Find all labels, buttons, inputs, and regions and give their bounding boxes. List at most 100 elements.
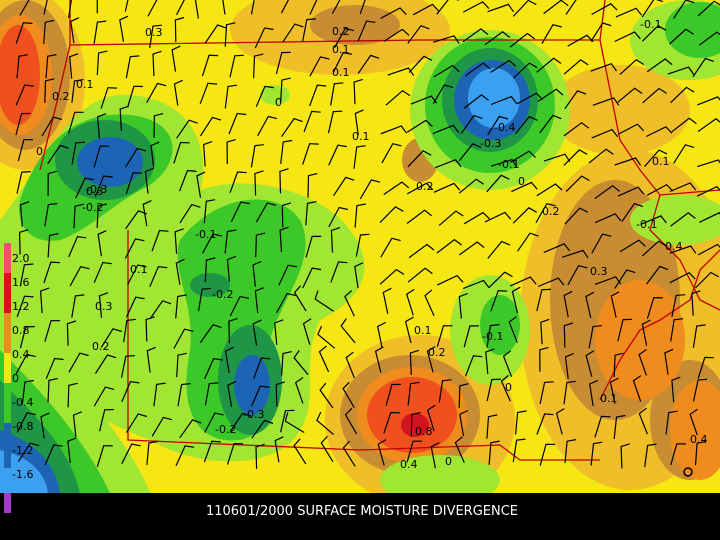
colorbar-label: -0.4 (12, 396, 33, 409)
contour-label: 0.2 (52, 90, 70, 103)
wind-barb (257, 115, 278, 137)
wind-barb (127, 85, 143, 108)
wind-barb (462, 1, 490, 13)
wind-barb (355, 233, 370, 257)
wind-barb (228, 318, 238, 344)
wind-barb (274, 319, 284, 345)
wind-barb (613, 414, 626, 439)
wind-barb (590, 22, 612, 42)
wind-barb (16, 54, 28, 79)
wind-barb (539, 381, 554, 405)
contour-label: 0.1 (352, 130, 370, 143)
wind-barb (617, 186, 645, 197)
wind-barb (563, 149, 588, 166)
contour-label: 0.3 (86, 185, 104, 198)
contour-label: 0.1 (332, 66, 350, 79)
wind-barb (585, 291, 595, 319)
wind-barb (567, 34, 594, 47)
wind-barb (433, 64, 460, 78)
wind-barb (563, 59, 589, 75)
wind-barb (229, 171, 247, 193)
wind-barb (646, 58, 673, 73)
wind-barb (194, 0, 199, 19)
wind-barb (344, 290, 355, 317)
wind-barb (458, 292, 468, 319)
wind-barb (353, 78, 363, 105)
wind-barb (514, 115, 538, 135)
wind-barb (96, 50, 108, 76)
wind-barb (463, 325, 479, 348)
wind-barb (100, 328, 122, 348)
wind-barb (536, 413, 554, 435)
colorbar-label: 1.2 (12, 300, 30, 313)
wind-barb (407, 381, 420, 406)
wind-barb (302, 267, 322, 289)
colorbar-label: 0 (12, 372, 19, 385)
wind-barb (179, 419, 202, 439)
wind-barb (15, 84, 34, 106)
wind-barb (280, 409, 295, 433)
contour-label: 0.1 (76, 78, 94, 91)
wind-barb (119, 105, 129, 132)
wind-barb (673, 144, 695, 164)
wind-barb (171, 45, 181, 72)
wind-barb (204, 412, 224, 433)
wind-barb (589, 379, 599, 406)
wind-barb (226, 139, 236, 165)
wind-barb (490, 59, 517, 73)
wind-barb (15, 22, 33, 44)
wind-barb (70, 17, 80, 44)
wind-barb (18, 229, 29, 255)
wind-barb (380, 237, 401, 258)
wind-barb (203, 440, 221, 463)
wind-barb (44, 203, 58, 227)
wind-barb (276, 292, 297, 314)
wind-barb (694, 271, 720, 289)
wind-barb (317, 325, 336, 349)
wind-barb (590, 441, 603, 466)
wind-barb (318, 345, 330, 373)
wind-barb (567, 265, 588, 286)
wind-barb (173, 79, 183, 106)
wind-barb (150, 141, 160, 168)
wind-barb (309, 56, 330, 77)
wind-barb (330, 227, 341, 253)
wind-barb (490, 158, 518, 168)
wind-barb (175, 0, 185, 16)
wind-barb (203, 199, 216, 224)
wind-barb (543, 243, 571, 253)
wind-barb (673, 0, 695, 19)
wind-barb (342, 440, 356, 467)
wind-barb (67, 437, 77, 464)
wind-barb (585, 350, 595, 377)
wind-barb (121, 381, 140, 403)
contour-label: 0.4 (400, 458, 418, 471)
contour-fill (310, 5, 400, 45)
wind-barb (408, 55, 433, 73)
wind-barb (68, 111, 84, 134)
wind-barb (614, 269, 636, 289)
wind-barb (93, 145, 110, 168)
wind-barb (697, 118, 720, 132)
colorbar-strip (4, 423, 11, 468)
wind-barb (646, 265, 669, 285)
wind-barb (328, 144, 347, 166)
wind-barb (149, 24, 162, 49)
wind-barb (255, 443, 265, 469)
wind-barb (613, 352, 624, 378)
wind-barb (353, 145, 366, 169)
wind-barb (486, 324, 500, 348)
wind-barb (179, 169, 197, 192)
wind-barb (153, 113, 164, 138)
wind-barb (16, 171, 31, 194)
wind-barb (275, 51, 291, 75)
wind-barb (487, 240, 511, 259)
wind-barb (250, 144, 264, 168)
contour-label: 0.2 (542, 205, 560, 218)
wind-barb (454, 436, 465, 463)
contour-label: -0.3 (86, 183, 107, 196)
colorbar-label: 0.4 (12, 348, 30, 361)
wind-barb (407, 24, 430, 44)
